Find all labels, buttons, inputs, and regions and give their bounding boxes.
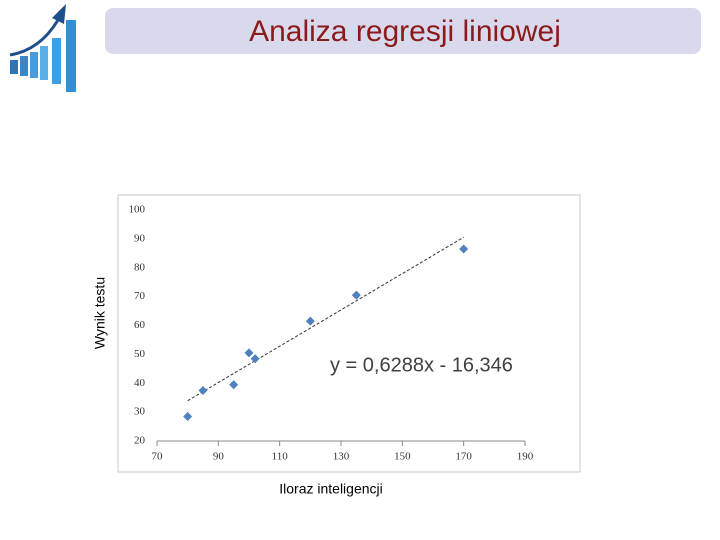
data-point <box>351 290 361 300</box>
y-axis-label: Wynik testu <box>92 277 108 349</box>
x-axis-label: Iloraz inteligencji <box>279 481 383 497</box>
data-point <box>244 348 254 358</box>
data-point <box>459 244 469 254</box>
trendline <box>187 236 464 402</box>
data-point <box>305 316 315 326</box>
y-tick-label: 30 <box>134 406 146 418</box>
y-tick-label: 90 <box>134 232 146 244</box>
y-tick-label: 70 <box>134 290 146 302</box>
x-tick-label: 190 <box>517 451 534 463</box>
title-banner <box>105 8 701 54</box>
y-tick-label: 80 <box>134 261 146 273</box>
y-tick-label: 40 <box>134 377 146 389</box>
chart-title: Analiza regresji liniowej <box>249 15 561 48</box>
y-tick-label: 100 <box>129 204 146 216</box>
y-tick-label: 60 <box>134 319 146 331</box>
x-tick-label: 90 <box>213 451 225 463</box>
data-point <box>229 380 239 390</box>
chart-frame <box>117 194 581 473</box>
x-tick-label: 170 <box>455 451 472 463</box>
trendline-equation: y = 0,6288x - 16,346 <box>330 354 513 376</box>
x-tick-label: 150 <box>394 451 411 463</box>
data-point <box>183 411 193 421</box>
x-tick-label: 130 <box>333 451 350 463</box>
y-tick-label: 20 <box>134 435 146 447</box>
y-tick-label: 50 <box>134 348 146 360</box>
logo-icon <box>9 4 76 92</box>
x-tick-label: 110 <box>272 451 289 463</box>
x-tick-label: 70 <box>152 451 164 463</box>
data-point <box>250 354 260 364</box>
data-point <box>198 385 208 395</box>
